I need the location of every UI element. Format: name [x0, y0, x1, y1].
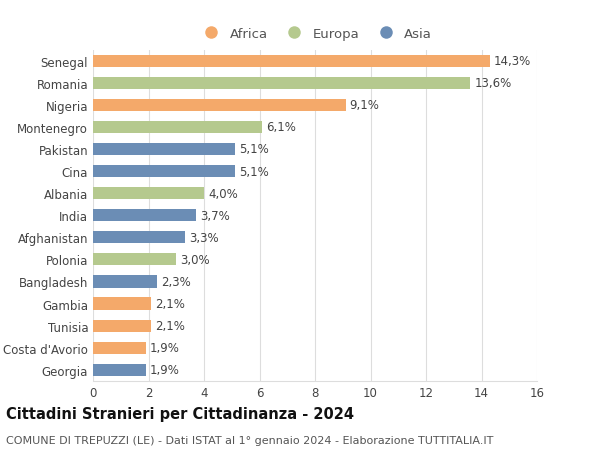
Text: Cittadini Stranieri per Cittadinanza - 2024: Cittadini Stranieri per Cittadinanza - 2… — [6, 406, 354, 421]
Bar — [93, 122, 262, 134]
Text: 1,9%: 1,9% — [150, 341, 180, 354]
Text: 2,1%: 2,1% — [155, 297, 185, 310]
Text: 3,0%: 3,0% — [181, 253, 210, 266]
Legend: Africa, Europa, Asia: Africa, Europa, Asia — [198, 28, 432, 40]
Text: 13,6%: 13,6% — [475, 77, 512, 90]
Text: 3,3%: 3,3% — [189, 231, 218, 244]
Text: 2,1%: 2,1% — [155, 319, 185, 332]
Bar — [93, 166, 235, 178]
Bar — [93, 100, 346, 112]
Text: 5,1%: 5,1% — [239, 165, 268, 178]
Text: 14,3%: 14,3% — [494, 55, 531, 68]
Bar — [93, 364, 146, 376]
Text: COMUNE DI TREPUZZI (LE) - Dati ISTAT al 1° gennaio 2024 - Elaborazione TUTTITALI: COMUNE DI TREPUZZI (LE) - Dati ISTAT al … — [6, 435, 493, 445]
Bar — [93, 144, 235, 156]
Text: 9,1%: 9,1% — [350, 99, 380, 112]
Bar — [93, 210, 196, 222]
Text: 4,0%: 4,0% — [208, 187, 238, 200]
Bar — [93, 254, 176, 266]
Bar — [93, 276, 157, 288]
Bar — [93, 78, 470, 90]
Text: 2,3%: 2,3% — [161, 275, 191, 288]
Text: 3,7%: 3,7% — [200, 209, 230, 222]
Text: 5,1%: 5,1% — [239, 143, 268, 156]
Text: 1,9%: 1,9% — [150, 364, 180, 376]
Bar — [93, 298, 151, 310]
Text: 6,1%: 6,1% — [266, 121, 296, 134]
Bar — [93, 56, 490, 67]
Bar — [93, 232, 185, 244]
Bar — [93, 188, 204, 200]
Bar — [93, 320, 151, 332]
Bar — [93, 342, 146, 354]
